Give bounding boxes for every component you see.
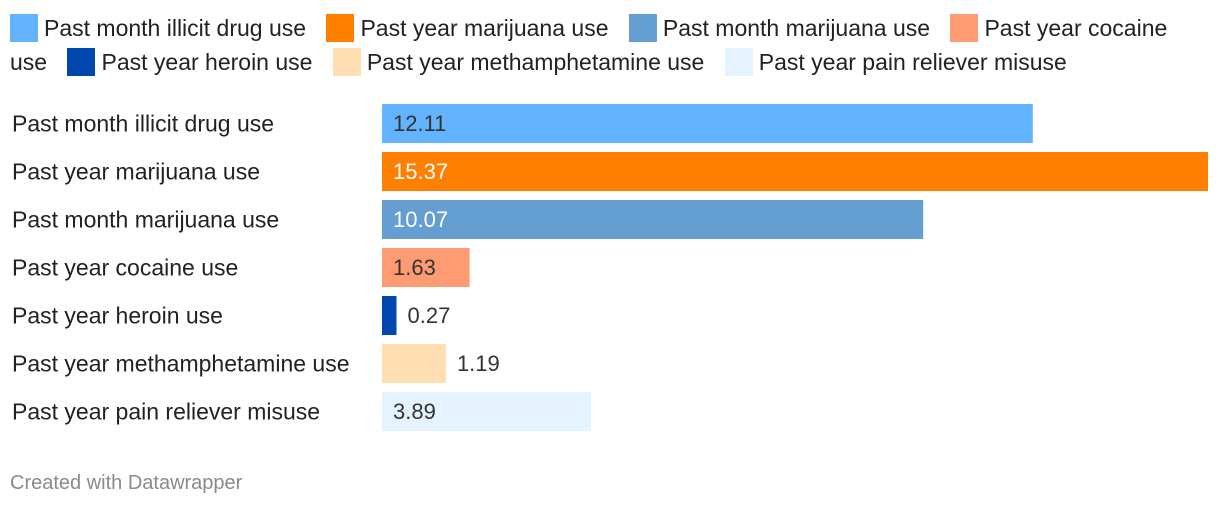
value-label: 1.19 [457,351,500,376]
legend-swatch [332,48,361,76]
category-label: Past year cocaine use [12,255,238,281]
legend-item: Past year marijuana use [326,14,609,42]
legend-swatch [724,48,753,76]
legend-label: Past year heroin use [101,49,313,75]
legend-item: Past year methamphetamine use [332,48,705,76]
category-label: Past month marijuana use [12,207,279,233]
category-label: Past year marijuana use [12,159,260,185]
legend-swatch [326,14,355,42]
bar [382,200,924,239]
category-label: Past year methamphetamine use [12,351,350,377]
legend-label: Past year marijuana use [360,15,609,41]
value-label: 0.27 [408,303,451,328]
value-label: 3.89 [393,399,436,424]
legend-item: Past year pain reliever misuse [724,48,1067,76]
bar [382,104,1033,143]
category-label: Past month illicit drug use [12,111,274,137]
category-label: Past year heroin use [12,303,223,329]
legend-item: Past month illicit drug use [10,14,307,42]
legend: Past month illicit drug use Past year ma… [10,11,1215,79]
value-label: 10.07 [393,207,448,232]
bar [382,392,592,431]
legend-label: Past month illicit drug use [44,15,307,41]
legend-swatch [950,14,979,42]
bar [382,344,446,383]
value-label: 15.37 [393,159,448,184]
legend-item: Past month marijuana use [628,14,931,42]
legend-label: Past year pain reliever misuse [758,49,1067,75]
bar [382,152,1208,191]
legend-swatch [67,48,96,76]
bar [382,248,470,287]
legend-item: Past year cocaine use [10,14,1168,75]
value-label: 1.63 [393,255,436,280]
value-label: 12.11 [393,111,446,136]
legend-label: Past year cocaine use [10,15,1168,75]
legend-swatch [10,14,38,42]
category-label: Past year pain reliever misuse [12,399,320,425]
bar [382,296,397,335]
legend-swatch [628,14,657,42]
legend-label: Past year methamphetamine use [366,49,705,75]
legend-label: Past month marijuana use [662,15,931,41]
datawrapper-credit: Created with Datawrapper [10,472,243,494]
legend-item: Past year heroin use [67,48,313,76]
